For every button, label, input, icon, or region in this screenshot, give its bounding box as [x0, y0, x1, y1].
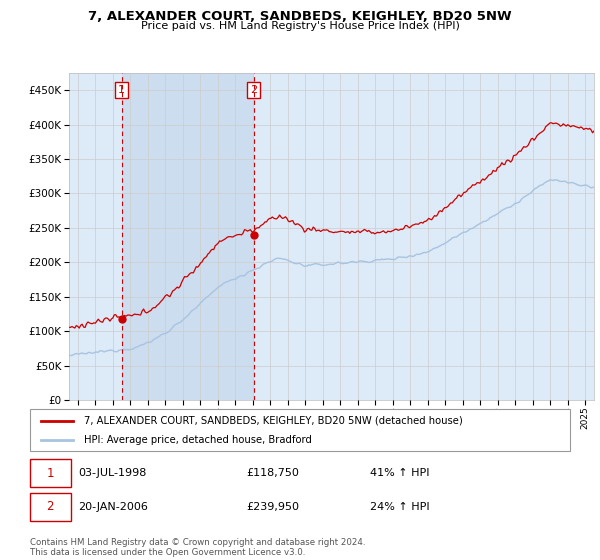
- Text: 03-JUL-1998: 03-JUL-1998: [79, 468, 147, 478]
- FancyBboxPatch shape: [30, 493, 71, 521]
- Text: 41% ↑ HPI: 41% ↑ HPI: [370, 468, 430, 478]
- Text: 2: 2: [47, 500, 54, 514]
- Text: Price paid vs. HM Land Registry's House Price Index (HPI): Price paid vs. HM Land Registry's House …: [140, 21, 460, 31]
- Text: £239,950: £239,950: [246, 502, 299, 512]
- Text: 24% ↑ HPI: 24% ↑ HPI: [370, 502, 430, 512]
- Text: 1: 1: [47, 466, 54, 480]
- Text: £118,750: £118,750: [246, 468, 299, 478]
- Text: HPI: Average price, detached house, Bradford: HPI: Average price, detached house, Brad…: [84, 435, 312, 445]
- FancyBboxPatch shape: [30, 459, 71, 487]
- Text: 7, ALEXANDER COURT, SANDBEDS, KEIGHLEY, BD20 5NW: 7, ALEXANDER COURT, SANDBEDS, KEIGHLEY, …: [88, 10, 512, 23]
- Text: 20-JAN-2006: 20-JAN-2006: [79, 502, 148, 512]
- Bar: [121, 73, 254, 400]
- Text: 1: 1: [118, 85, 125, 95]
- Text: 7, ALEXANDER COURT, SANDBEDS, KEIGHLEY, BD20 5NW (detached house): 7, ALEXANDER COURT, SANDBEDS, KEIGHLEY, …: [84, 416, 463, 426]
- Text: 2: 2: [250, 85, 257, 95]
- Text: Contains HM Land Registry data © Crown copyright and database right 2024.
This d: Contains HM Land Registry data © Crown c…: [30, 538, 365, 557]
- FancyBboxPatch shape: [30, 409, 570, 451]
